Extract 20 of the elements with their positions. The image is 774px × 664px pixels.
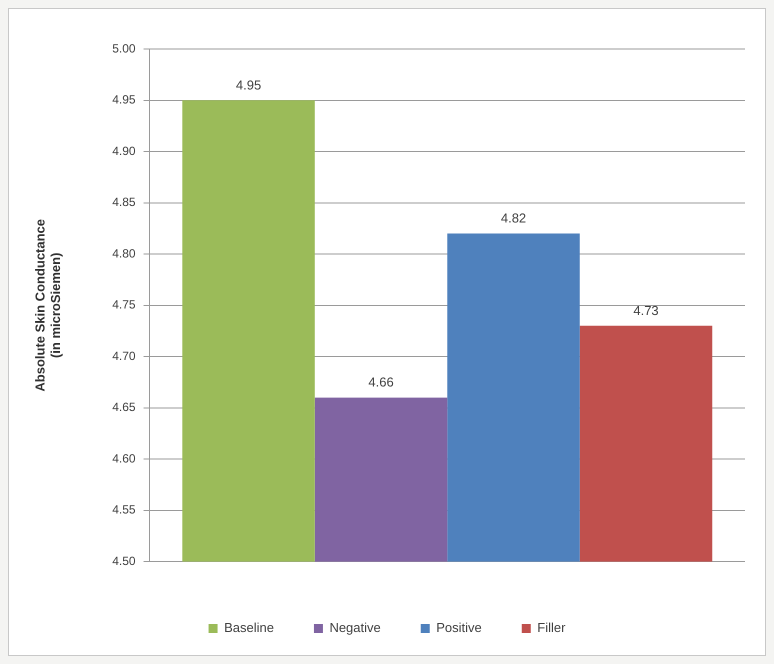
y-tick-label: 4.55	[112, 502, 136, 517]
y-tick-label: 4.90	[112, 144, 136, 158]
y-tick-label: 5.00	[112, 41, 136, 56]
legend-label: Positive	[436, 620, 482, 636]
y-tick-label: 4.80	[112, 246, 136, 260]
y-tick-label: 4.65	[112, 400, 136, 414]
y-tick-label: 4.60	[112, 451, 136, 466]
data-label: 4.66	[368, 374, 394, 390]
data-label: 4.82	[500, 210, 526, 226]
y-tick-label: 4.70	[112, 348, 136, 363]
legend-label: Negative	[329, 620, 381, 636]
y-tick-label: 4.50	[112, 554, 136, 568]
legend-label: Baseline	[224, 620, 274, 636]
y-tick-label: 4.75	[112, 298, 136, 312]
data-label: 4.95	[236, 77, 262, 92]
legend-label: Filler	[537, 620, 566, 636]
y-tick-label: 4.85	[112, 195, 136, 210]
data-label: 4.73	[633, 302, 659, 318]
y-tick-label: 4.95	[112, 92, 136, 107]
y-axis-title: Absolute Skin Conductance (in microSiemen)	[32, 218, 63, 392]
